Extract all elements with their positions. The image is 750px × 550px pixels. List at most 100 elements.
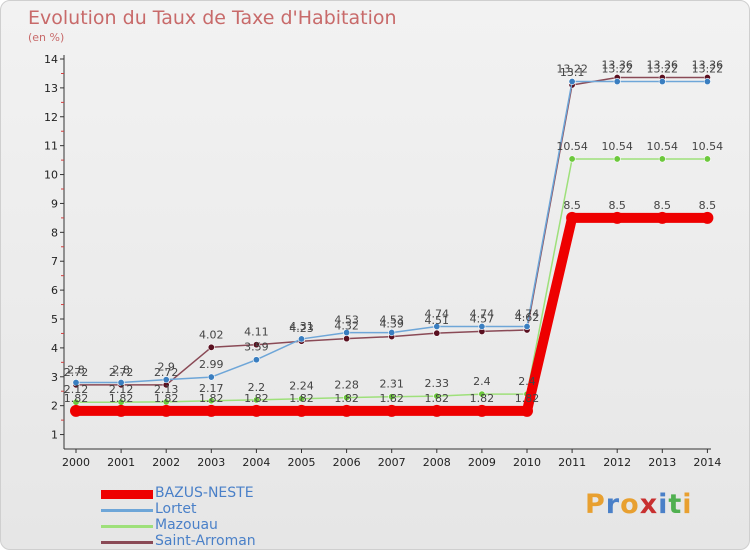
data-label: 2.13 <box>154 383 179 396</box>
legend-label: Lortet <box>155 501 197 517</box>
data-point <box>297 335 305 343</box>
chart-data-labels: 1.82 1.82 1.82 1.82 1.82 1.82 1.82 1.82 1.82 1.82… <box>64 58 723 404</box>
data-point <box>160 404 173 417</box>
data-label: 2.17 <box>199 382 224 395</box>
data-label: 4.74 <box>425 308 450 321</box>
legend-label: Mazouau <box>155 517 218 533</box>
data-label: 1.82 <box>109 392 134 405</box>
data-point <box>385 404 398 417</box>
data-point <box>162 376 170 384</box>
data-label: 4.39 <box>379 318 404 331</box>
data-label: 13.36 <box>647 58 679 71</box>
data-label: 4.53 <box>334 314 359 327</box>
data-label: 2.72 <box>154 366 179 379</box>
data-label: 2.33 <box>425 377 450 390</box>
data-point <box>613 78 621 86</box>
data-point <box>340 404 353 417</box>
x-tick-label: 2012 <box>603 456 631 469</box>
data-point <box>478 323 486 331</box>
data-point <box>433 323 441 331</box>
data-point <box>433 329 441 337</box>
legend: BAZUS-NESTE Lortet Mazouau Saint-Arroman <box>101 485 321 549</box>
data-point <box>656 211 669 224</box>
y-tick-label: 1 <box>51 429 58 442</box>
data-label: 8.5 <box>608 199 626 212</box>
x-tick-label: 2007 <box>378 456 406 469</box>
logo-letter: r <box>605 489 621 520</box>
data-label: 2.99 <box>199 358 224 371</box>
logo-letter: t <box>668 489 683 520</box>
legend-label: Saint-Arroman <box>155 533 256 549</box>
logo-letter: i <box>682 489 693 520</box>
data-label: 4.53 <box>379 314 404 327</box>
data-label: 8.5 <box>699 199 717 212</box>
data-point <box>388 329 396 337</box>
legend-swatch <box>101 541 153 544</box>
data-label: 13.36 <box>601 58 633 71</box>
proxiti-logo: Proxiti <box>585 489 693 520</box>
data-label: 4.74 <box>470 308 495 321</box>
data-label: 2.72 <box>109 366 134 379</box>
logo-letter: i <box>658 489 669 520</box>
data-label: 10.54 <box>647 140 679 153</box>
data-point <box>343 335 351 343</box>
data-label: 4.57 <box>470 312 495 325</box>
data-label: 10.54 <box>601 140 633 153</box>
logo-letter: x <box>639 489 659 520</box>
data-point <box>613 155 621 163</box>
y-tick-label: 5 <box>51 313 58 326</box>
data-label: 1.82 <box>154 392 179 405</box>
data-point <box>701 211 714 224</box>
data-label: 2.31 <box>379 378 404 391</box>
data-label: 2.12 <box>109 383 134 396</box>
data-label: 13.1 <box>560 66 585 79</box>
x-tick-label: 2005 <box>288 456 316 469</box>
data-point <box>611 211 624 224</box>
data-point <box>252 341 260 349</box>
data-label: 10.54 <box>692 140 724 153</box>
data-point <box>433 392 441 400</box>
data-label: 2.28 <box>334 379 359 392</box>
y-tick-label: 4 <box>51 342 58 355</box>
legend-swatch <box>101 525 153 528</box>
data-point <box>295 404 308 417</box>
legend-swatch <box>101 509 153 512</box>
data-label: 4.11 <box>244 326 269 339</box>
data-label: 2.72 <box>64 366 89 379</box>
y-tick-label: 9 <box>51 197 58 210</box>
y-tick-label: 13 <box>44 82 58 95</box>
y-tick-label: 8 <box>51 226 58 239</box>
legend-item: BAZUS-NESTE <box>101 485 321 502</box>
data-point <box>117 379 125 387</box>
data-label: 4.23 <box>289 322 314 335</box>
data-point <box>475 404 488 417</box>
data-point <box>252 356 260 364</box>
data-point <box>478 390 486 398</box>
data-point <box>70 404 82 417</box>
y-tick-label: 11 <box>44 140 58 153</box>
y-tick-label: 10 <box>44 169 58 182</box>
data-label: 1.82 <box>334 392 359 405</box>
data-point <box>72 379 80 387</box>
data-point <box>343 329 351 337</box>
data-label: 13.22 <box>692 63 724 76</box>
y-tick-label: 6 <box>51 284 58 297</box>
data-label: 10.54 <box>556 140 588 153</box>
x-tick-label: 2008 <box>423 456 451 469</box>
data-point <box>205 404 218 417</box>
data-label: 13.22 <box>647 63 679 76</box>
data-label: 2.4 <box>473 375 491 388</box>
data-label: 4.74 <box>515 308 540 321</box>
data-point <box>207 343 215 351</box>
y-tick-label: 2 <box>51 400 58 413</box>
x-tick-label: 2009 <box>468 456 496 469</box>
data-label: 8.5 <box>563 199 581 212</box>
data-point <box>343 394 351 402</box>
data-point <box>207 373 215 381</box>
data-label: 1.82 <box>379 392 404 405</box>
data-label: 4.62 <box>515 311 540 324</box>
data-point <box>430 404 443 417</box>
